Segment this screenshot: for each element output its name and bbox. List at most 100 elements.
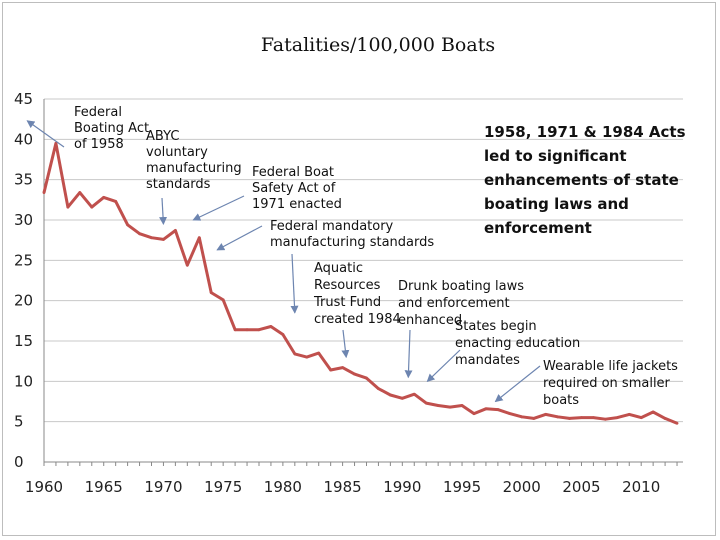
annotation-line: of 1958 (74, 137, 124, 152)
data-point-1989 (388, 393, 392, 397)
annotation-line: mandates (455, 353, 520, 368)
data-point-1983 (317, 351, 321, 355)
data-point-2006 (592, 416, 595, 420)
y-axis-ticks: 0 5 10 15 20 25 30 35 40 45 (14, 90, 33, 471)
x-tick-label: 1970 (144, 478, 182, 496)
data-point-1977 (245, 328, 249, 332)
callout-text: 1958, 1971 & 1984 Acts led to significant… (484, 123, 686, 237)
data-point-1973 (197, 236, 201, 240)
data-point-2002 (544, 413, 548, 416)
annotation-line: Trust Fund (313, 295, 381, 310)
callout-line: enhancements of state (484, 171, 679, 189)
x-tick-label: 1990 (383, 478, 421, 496)
callout-line: boating laws and (484, 195, 629, 213)
annotation-arrow (192, 195, 245, 221)
data-point-1982 (305, 355, 309, 359)
y-tick-label: 40 (14, 130, 33, 148)
data-point-1995 (460, 404, 464, 407)
annotation-line: Drunk boating laws (398, 279, 524, 294)
annotation-education: States begin enacting education mandates (426, 319, 580, 383)
annotation-arrow (426, 349, 461, 383)
data-point-1990 (400, 396, 404, 400)
x-tick-label: 1995 (443, 478, 481, 496)
annotation-line: Wearable life jackets (543, 359, 678, 374)
data-point-2013 (675, 421, 679, 425)
callout-line: led to significant (484, 147, 627, 165)
annotation-line: required on smaller (543, 376, 671, 391)
data-point-1962 (66, 205, 70, 209)
annotation-drunk-boating: Drunk boating laws and enforcement enhance… (398, 279, 524, 379)
y-tick-label: 15 (14, 332, 33, 350)
data-point-1998 (496, 408, 500, 411)
data-point-1987 (365, 376, 368, 380)
annotation-line: Federal (74, 105, 122, 120)
data-point-1967 (126, 223, 130, 227)
data-point-1968 (138, 232, 141, 236)
data-point-1981 (293, 352, 297, 356)
annotation-line: enacting education (455, 336, 580, 351)
callout-line: 1958, 1971 & 1984 Acts (484, 123, 686, 141)
annotation-arrow (159, 197, 168, 226)
annotation-line: created 1984 (314, 312, 401, 327)
callout-line: enforcement (484, 219, 592, 237)
data-point-1978 (257, 328, 261, 332)
annotation-arrow (341, 329, 350, 359)
data-point-2010 (639, 416, 643, 420)
axes (43, 99, 683, 463)
data-point-1988 (377, 387, 380, 390)
annotation-line: voluntary (146, 145, 208, 160)
annotation-arrow (404, 329, 413, 379)
data-point-1980 (281, 333, 285, 336)
y-tick-label: 35 (14, 171, 33, 189)
data-point-2000 (520, 415, 524, 419)
x-tick-label: 2000 (503, 478, 541, 496)
annotation-arrow (216, 225, 263, 251)
x-axis-ticks: 1960 1965 1970 1975 1980 1985 1990 1995 2000 2005… (25, 462, 678, 496)
data-point-1984 (329, 368, 333, 372)
data-point-2009 (627, 413, 631, 416)
annotation-life-jackets: Wearable life jackets required on smaller… (494, 359, 678, 408)
annotation-arrow (494, 365, 541, 403)
annotation-line: Aquatic (314, 261, 363, 276)
annotation-line: ABYC (146, 129, 179, 144)
data-point-1999 (508, 412, 512, 415)
data-point-2003 (556, 415, 559, 419)
series-line (42, 141, 678, 425)
x-tick-label: 2005 (562, 478, 600, 496)
data-point-1985 (341, 366, 344, 370)
data-point-2007 (603, 417, 607, 421)
data-point-1960 (42, 191, 46, 194)
data-point-1986 (353, 372, 356, 376)
y-tick-label: 20 (14, 292, 33, 310)
annotation-aquatic-arrow (341, 329, 350, 359)
data-point-1963 (78, 191, 82, 194)
data-point-1979 (269, 325, 273, 328)
data-point-1974 (209, 291, 213, 294)
annotation-arrow (290, 253, 299, 314)
data-point-1961 (54, 141, 58, 145)
data-point-1992 (424, 401, 428, 405)
data-point-1994 (448, 405, 452, 409)
data-point-1969 (150, 236, 153, 240)
data-point-1964 (90, 205, 94, 209)
data-point-1971 (173, 229, 177, 232)
data-point-2011 (651, 410, 655, 414)
y-tick-label: 0 (14, 453, 24, 471)
x-tick-label: 1960 (25, 478, 63, 496)
gridlines (44, 98, 683, 423)
x-tick-label: 1980 (264, 478, 302, 496)
annotation-arrow (26, 120, 65, 148)
annotation-line: Federal Boat (252, 165, 334, 180)
data-point-2008 (615, 416, 619, 420)
data-point-1970 (162, 237, 165, 241)
annotation-line: Federal mandatory (270, 219, 394, 234)
data-point-1975 (221, 298, 225, 302)
annotation-aquatic-resources: Aquatic Resources Trust Fund created 1984 (290, 253, 401, 327)
x-tick-label: 1965 (85, 478, 123, 496)
annotation-line: Boating Act (74, 121, 149, 136)
annotation-line: enhanced (398, 313, 462, 328)
